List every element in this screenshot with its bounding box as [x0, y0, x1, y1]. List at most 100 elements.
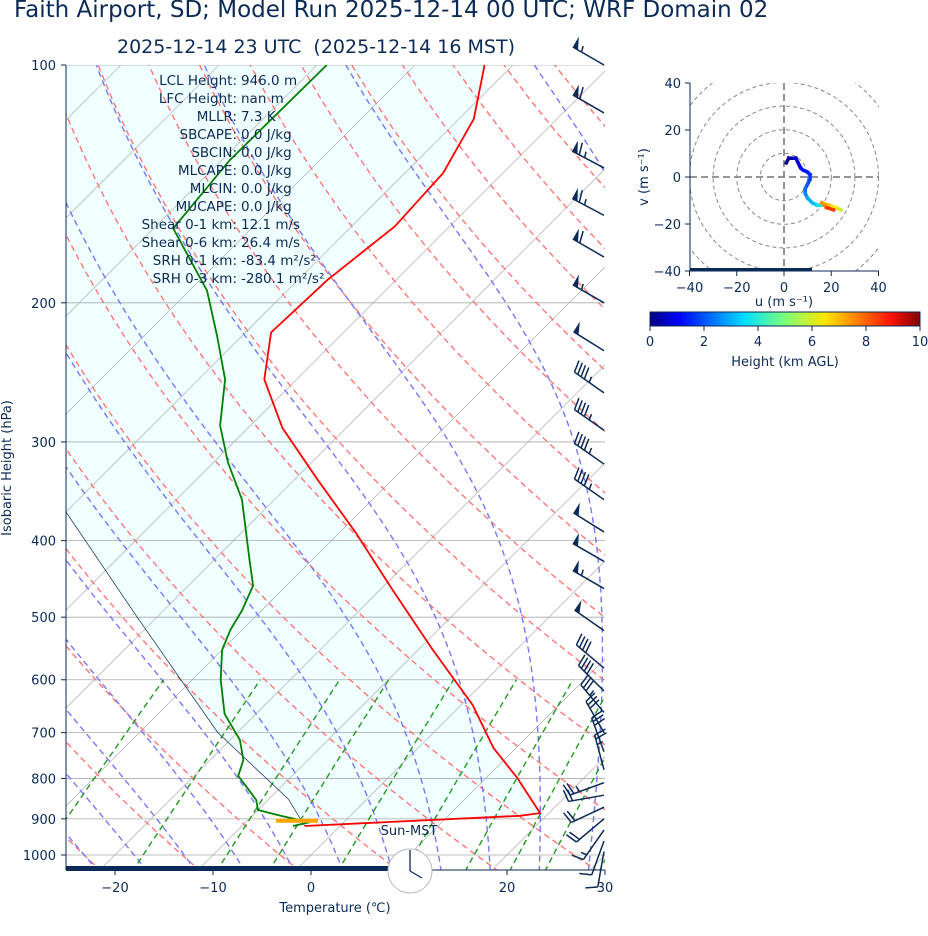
cape-fill [66, 65, 541, 826]
mixing-ratio-line [599, 858, 605, 870]
stat-row: MLCAPE: 0.0 J/kg [66, 162, 324, 180]
wind-barb [593, 728, 607, 770]
moist-adiabat [95, 65, 491, 870]
hodo-y-tick-label: 40 [664, 77, 681, 92]
isotherm-line [66, 70, 605, 611]
mixing-ratio-line [465, 679, 574, 870]
stat-label: SRH 0-3 km: [152, 271, 237, 287]
hodo-x-tick-label: 0 [780, 281, 788, 296]
stats-panel: LCL Height: 946.0 m LFC Height: nan m MLLR: 7… [66, 72, 325, 288]
isotherm-line [66, 65, 220, 219]
wind-barb [571, 187, 605, 217]
y-tick-label: 1000 [23, 849, 56, 864]
figure-subtitle: 2025-12-14 23 UTC (2025-12-14 16 MST) [117, 36, 515, 58]
stat-row: LCL Height: 946.0 m [66, 72, 324, 90]
mixing-ratio-line [509, 695, 605, 870]
hodograph-ring [712, 105, 856, 249]
mixing-ratio-line [66, 679, 165, 821]
dry-adiabat [97, 65, 605, 682]
stat-label: MLCAPE: [177, 163, 237, 179]
wind-barb [571, 829, 605, 861]
wind-barb [565, 818, 605, 843]
y-tick-label: 100 [31, 59, 56, 74]
dry-adiabat [707, 65, 928, 872]
dry-adiabat [503, 65, 605, 189]
clock-icon [387, 848, 433, 894]
moist-adiabat [533, 65, 605, 175]
wind-barb [572, 84, 605, 114]
stat-label: Shear 0-6 km: [141, 235, 237, 251]
dry-adiabat [66, 740, 201, 870]
dry-adiabat [554, 65, 605, 128]
isotherm-line [66, 65, 514, 513]
stat-label: MUCAPE: [175, 199, 237, 215]
stat-label: SRH 0-1 km: [152, 253, 237, 269]
stat-value: 0.0 J/kg [241, 163, 292, 179]
wind-barb [573, 397, 605, 431]
wind-barb [572, 533, 605, 563]
moist-adiabat [66, 708, 196, 870]
dry-adiabat [604, 65, 605, 66]
wind-barb [573, 431, 605, 465]
wind-barb [579, 840, 605, 876]
stat-row: SRH 0-1 km: -83.4 m²/s² [66, 252, 324, 270]
wind-barb [562, 789, 605, 803]
dry-adiabat [300, 65, 605, 433]
wind-barb [572, 228, 605, 258]
hodo-daylight-bar [690, 268, 812, 271]
wind-barb [580, 674, 605, 713]
dry-adiabat [249, 65, 605, 494]
isotherm-line [393, 658, 605, 870]
wind-barb [574, 600, 605, 632]
stat-row: Shear 0-6 km: 26.4 m/s [66, 234, 324, 252]
stat-value: nan m [241, 91, 284, 107]
mixing-ratio-line [404, 679, 518, 870]
y-tick-label: 600 [31, 674, 56, 689]
moist-adiabat [66, 772, 147, 870]
x-tick-label: −10 [199, 881, 226, 896]
y-tick-label: 900 [31, 813, 56, 828]
hodo-y-tick-label: −20 [654, 218, 681, 233]
stat-row: Shear 0-1 km: 12.1 m/s [66, 216, 324, 234]
hodo-x-tick-label: −40 [676, 281, 703, 296]
hodograph: −40−40 −20 −20 0 0 20 20 40 40 0 2 4 6 8 10 [646, 77, 928, 350]
stat-label: MLCIN: [189, 181, 237, 197]
dry-adiabat [66, 111, 605, 746]
isotherm-line [66, 65, 318, 317]
stat-value: 0.0 J/kg [241, 199, 292, 215]
colorbar-tick-label: 8 [862, 335, 870, 350]
parcel-profile-line [66, 511, 305, 827]
stat-label: Shear 0-1 km: [141, 217, 237, 233]
colorbar-tick-label: 6 [808, 335, 816, 350]
wind-barb [563, 806, 605, 824]
hodo-x-tick-label: 20 [823, 281, 840, 296]
x-tick-label: −20 [101, 881, 128, 896]
hodograph-segment [824, 205, 836, 213]
y-tick-label: 400 [31, 535, 56, 550]
stat-label: LFC Height: [158, 91, 237, 107]
stat-row: SBCAPE: 0.0 J/kg [66, 126, 324, 144]
hodo-y-tick-label: 20 [664, 124, 681, 139]
dry-adiabat [66, 547, 399, 870]
dry-adiabat [758, 65, 928, 872]
dry-adiabat [808, 65, 928, 872]
x-tick-label: 30 [597, 881, 614, 896]
moist-adiabat [66, 465, 344, 870]
isotherm-line [66, 266, 605, 807]
hodo-y-tick-label: −40 [654, 265, 681, 280]
stat-row: MUCAPE: 0.0 J/kg [66, 198, 324, 216]
wind-barb [573, 321, 605, 352]
wind-barb [585, 851, 605, 889]
wind-barb [577, 654, 605, 692]
stat-value: 0.0 J/kg [241, 127, 292, 143]
wind-barb [573, 467, 605, 501]
isotherm-line [99, 364, 605, 870]
colorbar-tick-label: 0 [646, 335, 654, 350]
y-axis-label: Isobaric Height (hPa) [0, 400, 15, 536]
stat-row: MLCIN: 0.0 J/kg [66, 180, 324, 198]
temperature-line [263, 65, 542, 827]
y-tick-label: 700 [31, 727, 56, 742]
colorbar-tick-label: 2 [700, 335, 708, 350]
